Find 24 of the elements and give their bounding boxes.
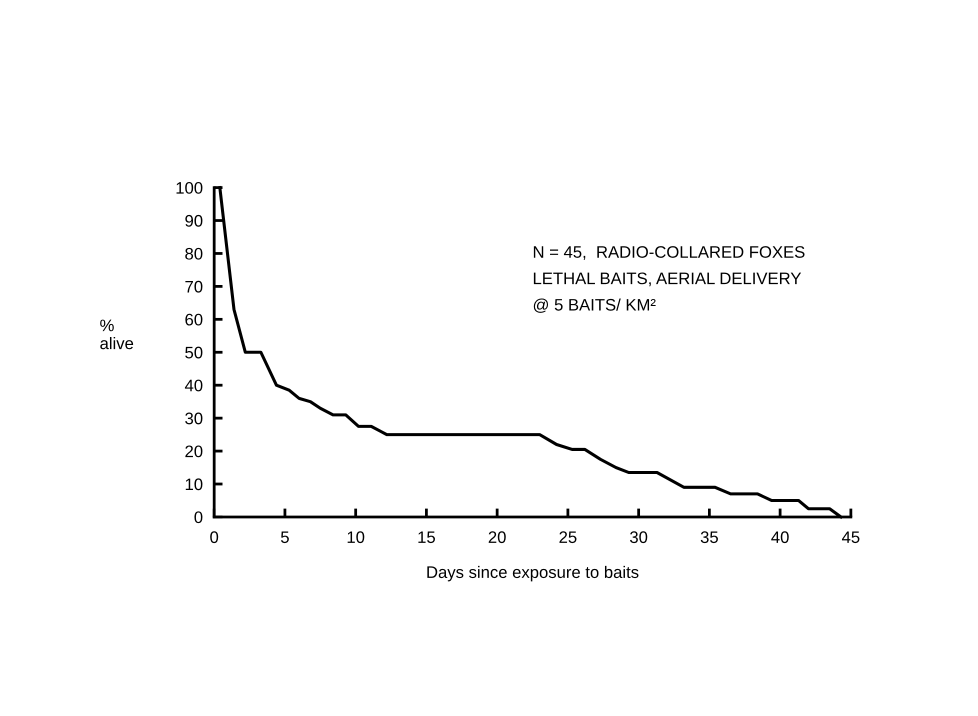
x-tick-label: 15	[418, 531, 435, 544]
y-axis-title: % alive	[100, 320, 134, 350]
x-tick-label: 20	[488, 531, 506, 544]
y-tick-label: 30	[185, 412, 202, 424]
annotation: N = 45, RADIO-COLLARED FOXES LETHAL BAITS, AERIAL DELIVERY @ 5 BAITS/ KM²	[534, 246, 805, 313]
x-tick-label: 0	[210, 531, 218, 544]
y-tick-label: 50	[185, 346, 202, 358]
x-tick-label: 5	[280, 531, 289, 544]
y-tick-label: 100	[176, 182, 202, 194]
x-tick-label: 10	[348, 531, 364, 544]
y-tick-label: 90	[185, 214, 202, 227]
x-axis-title: Days since exposure to baits	[427, 566, 638, 582]
x-tick-label: 40	[771, 531, 789, 544]
x-tick-label: 25	[559, 531, 576, 544]
x-tick-label: 45	[842, 531, 860, 544]
x-tick-label: 35	[700, 531, 718, 544]
y-tick-label: 70	[185, 280, 202, 293]
y-tick-label: 40	[184, 380, 202, 392]
y-tick-label: 0	[194, 511, 202, 524]
y-tick-label: 20	[185, 445, 202, 458]
y-tick-label: 60	[185, 314, 202, 326]
x-tick-label: 30	[630, 531, 648, 544]
y-tick-label: 10	[186, 478, 202, 490]
y-tick-label: 80	[185, 248, 202, 260]
